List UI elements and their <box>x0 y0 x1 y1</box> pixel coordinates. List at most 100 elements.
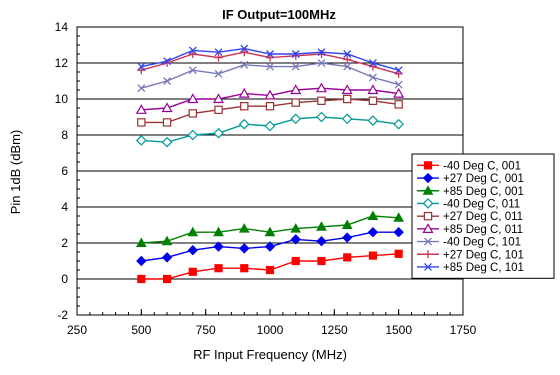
series-6 <box>135 82 405 114</box>
data-point <box>367 115 379 126</box>
data-point <box>290 223 302 233</box>
data-point <box>367 226 379 238</box>
data-point <box>135 104 147 114</box>
data-point <box>188 267 197 276</box>
data-point <box>343 253 352 262</box>
data-point <box>163 77 172 85</box>
data-point <box>394 80 403 89</box>
y-tick-label: 0 <box>61 272 68 286</box>
data-point <box>163 57 172 66</box>
chart-title: IF Output=100MHz <box>222 7 336 22</box>
legend: -40 Deg C, 001+27 Deg C, 001+85 Deg C, 0… <box>411 153 555 279</box>
data-point <box>264 89 276 100</box>
series-7 <box>137 59 403 93</box>
legend-label: +27 Deg C, 001 <box>443 173 524 185</box>
data-point <box>343 50 352 58</box>
x-tick-label: 1250 <box>321 323 348 337</box>
data-point <box>137 66 146 75</box>
legend-marker <box>422 172 434 184</box>
data-point <box>291 50 300 58</box>
data-point <box>316 221 327 231</box>
data-point <box>317 256 326 266</box>
legend-item: -40 Deg C, 001 <box>417 160 521 172</box>
y-tick-label: 10 <box>55 92 69 106</box>
legend-item: +27 Deg C, 011 <box>417 211 523 223</box>
legend-label: +27 Deg C, 011 <box>443 211 523 223</box>
data-point <box>213 241 224 252</box>
series-4 <box>135 111 405 148</box>
data-point <box>341 232 353 243</box>
data-point <box>214 69 223 78</box>
data-point <box>266 50 274 58</box>
legend-item: +27 Deg C, 001 <box>417 172 524 185</box>
legend-label: -40 Deg C, 101 <box>443 237 521 249</box>
legend-marker <box>423 211 433 221</box>
x-tick-label: 750 <box>196 323 216 337</box>
data-point <box>265 265 275 275</box>
data-point <box>343 94 352 104</box>
data-point <box>266 53 274 62</box>
legend-marker <box>422 223 434 233</box>
data-point <box>187 244 199 256</box>
data-point <box>214 48 223 57</box>
data-point <box>240 60 249 69</box>
data-point <box>240 264 249 273</box>
data-point <box>317 50 326 58</box>
data-point <box>341 84 353 95</box>
data-point <box>238 223 250 233</box>
data-point <box>213 226 224 237</box>
data-point <box>266 62 274 71</box>
data-point <box>291 51 300 60</box>
data-point <box>368 73 377 82</box>
legend-marker <box>424 237 432 246</box>
data-point <box>135 135 147 146</box>
data-point <box>264 120 276 132</box>
data-point <box>264 241 276 252</box>
data-point <box>265 101 275 111</box>
legend-label: +85 Deg C, 101 <box>443 262 524 274</box>
data-point <box>316 235 327 247</box>
x-tick-label: 1750 <box>450 323 477 337</box>
series-9 <box>137 44 403 75</box>
legend-marker <box>422 185 434 195</box>
data-point <box>188 50 197 58</box>
data-point <box>368 62 377 71</box>
data-point <box>136 255 147 267</box>
data-point <box>343 62 352 71</box>
data-point <box>317 48 326 57</box>
data-point <box>161 235 173 246</box>
data-point <box>214 53 223 62</box>
legend-marker <box>424 262 432 271</box>
legend-marker <box>423 161 433 170</box>
data-point <box>213 127 224 139</box>
data-point <box>240 44 249 53</box>
data-point <box>188 46 197 55</box>
data-point <box>161 136 173 148</box>
data-point <box>162 118 172 127</box>
data-point <box>394 66 403 75</box>
data-point <box>187 129 199 141</box>
y-axis-label: Pin 1dB (dBm) <box>8 130 23 215</box>
y-tick-label: 6 <box>61 164 68 178</box>
data-point <box>367 210 379 220</box>
data-point <box>238 87 250 98</box>
data-point <box>393 87 405 98</box>
data-point <box>162 274 172 284</box>
data-point <box>240 48 249 57</box>
data-point <box>290 234 301 245</box>
x-tick-label: 1500 <box>385 323 412 337</box>
data-point <box>341 113 353 125</box>
legend-item: +85 Deg C, 101 <box>417 262 524 274</box>
series-1 <box>137 249 403 284</box>
data-point <box>291 62 300 71</box>
data-point <box>393 226 404 238</box>
x-axis-label: RF Input Frequency (MHz) <box>193 347 347 362</box>
data-point <box>316 111 327 123</box>
data-point <box>367 84 379 95</box>
data-point <box>137 62 146 71</box>
data-point <box>137 84 146 93</box>
data-point <box>290 113 302 125</box>
data-point <box>315 82 327 93</box>
data-point <box>187 226 199 237</box>
